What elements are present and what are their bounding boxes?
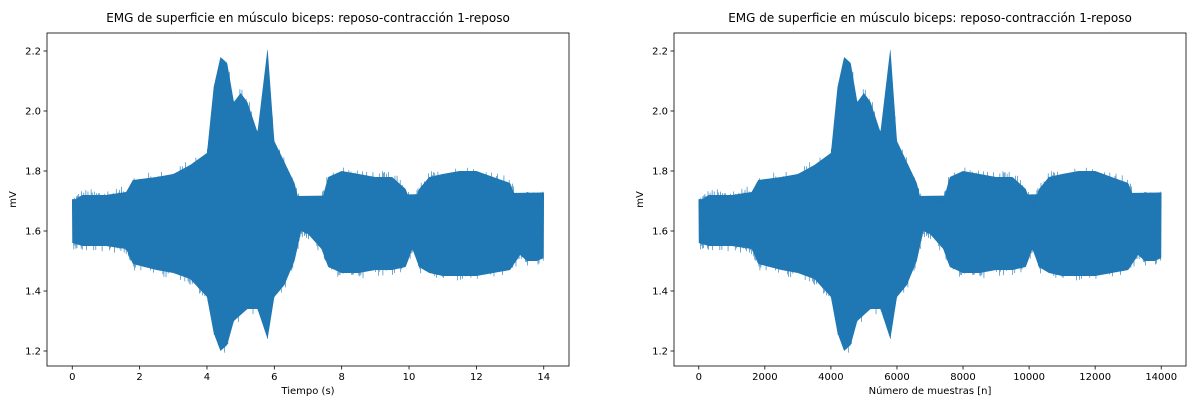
x-tick-label: 8 xyxy=(338,372,344,383)
emg-signal-envelope xyxy=(72,49,544,351)
y-axis-label: mV xyxy=(8,191,19,208)
chart-panel-1: 0 2 4 6 8 10 12 14 1.2 1.4 1.6 1.8 2.0 2.2 EMG de supe… xyxy=(8,11,570,397)
x-tick-label: 0 xyxy=(69,372,75,383)
x-tick-label: 2 xyxy=(136,372,142,383)
chart-title: EMG de superficie en músculo biceps: rep… xyxy=(106,11,510,25)
x-axis-label: Número de muestras [n] xyxy=(869,385,992,397)
x-tick-label: 10000 xyxy=(1013,372,1045,383)
y-axis-label: mV xyxy=(635,191,646,208)
y-tick-label: 1.2 xyxy=(652,347,668,358)
x-tick-label: 12000 xyxy=(1079,372,1111,383)
chart-panel-2: 0 2000 4000 6000 8000 10000 12000 14000 1.2 1.4 1.… xyxy=(635,11,1187,397)
x-tick-label: 6000 xyxy=(884,372,909,383)
y-tick-label: 1.2 xyxy=(25,347,41,358)
x-tick-label: 4 xyxy=(204,372,210,383)
chart-title: EMG de superficie en músculo biceps: rep… xyxy=(728,11,1132,25)
x-tick-label: 12 xyxy=(470,372,483,383)
x-tick-label: 2000 xyxy=(752,372,777,383)
x-tick-label: 4000 xyxy=(818,372,843,383)
x-tick-label: 14 xyxy=(537,372,550,383)
y-tick-label: 1.6 xyxy=(25,227,41,238)
y-tick-label: 2.2 xyxy=(25,47,41,58)
y-tick-label: 1.6 xyxy=(652,227,668,238)
axes-frame xyxy=(46,32,570,367)
x-axis-label: Tiempo (s) xyxy=(280,386,334,397)
y-tick-label: 2.0 xyxy=(652,107,668,118)
x-tick-label: 6 xyxy=(271,372,277,383)
y-tick-label: 1.4 xyxy=(652,287,668,298)
y-tick-label: 2.2 xyxy=(652,47,668,58)
x-tick-label: 0 xyxy=(696,372,702,383)
y-tick-label: 1.4 xyxy=(25,287,41,298)
emg-signal-envelope xyxy=(698,49,1162,351)
y-tick-label: 2.0 xyxy=(25,107,41,118)
x-tick-label: 14000 xyxy=(1145,372,1177,383)
y-tick-label: 1.8 xyxy=(652,167,668,178)
x-tick-label: 10 xyxy=(403,372,416,383)
axes-frame xyxy=(673,32,1187,367)
x-tick-label: 8000 xyxy=(950,372,975,383)
y-tick-label: 1.8 xyxy=(25,167,41,178)
